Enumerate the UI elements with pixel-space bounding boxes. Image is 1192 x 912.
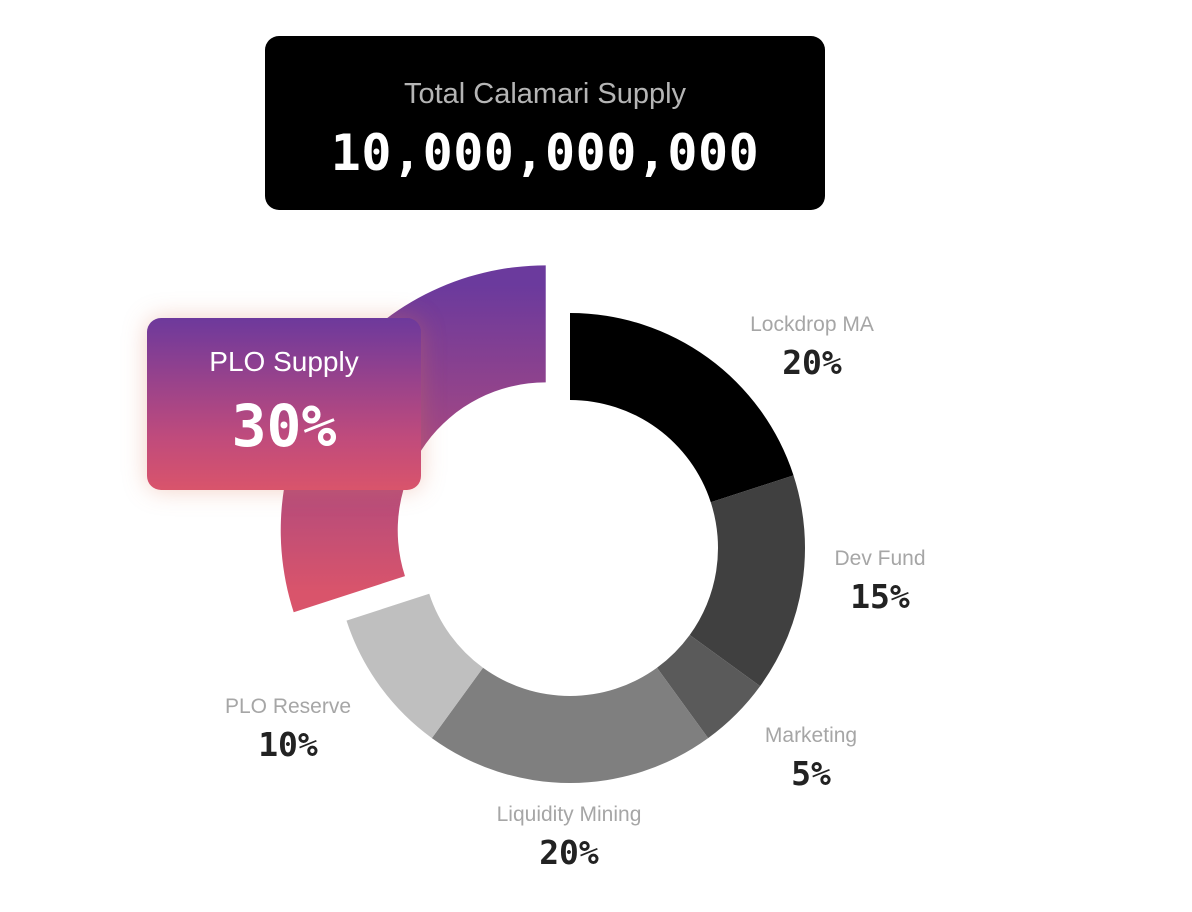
label-dev-fund-name: Dev Fund xyxy=(834,547,926,570)
slice-dev-fund xyxy=(689,475,805,687)
label-liquidity-mining-value: 20% xyxy=(539,833,599,872)
label-marketing-name: Marketing xyxy=(764,724,858,747)
label-plo-reserve-value: 10% xyxy=(258,725,318,764)
label-liquidity-mining: Liquidity Mining 20% xyxy=(459,803,679,872)
total-supply-title: Total Calamari Supply xyxy=(403,78,687,110)
slice-marketing xyxy=(656,634,761,739)
label-liquidity-mining-name: Liquidity Mining xyxy=(496,803,642,826)
label-plo-reserve: PLO Reserve 10% xyxy=(178,695,398,764)
label-dev-fund: Dev Fund 15% xyxy=(770,547,990,616)
label-marketing-value: 5% xyxy=(791,754,831,793)
label-dev-fund-value: 15% xyxy=(850,577,910,616)
label-lockdrop-ma-name: Lockdrop MA xyxy=(750,313,874,336)
plo-supply-value: 30% xyxy=(231,392,337,460)
label-lockdrop-ma-value: 20% xyxy=(782,343,842,382)
plo-supply-name: PLO Supply xyxy=(209,346,359,377)
total-supply-value: 10,000,000,000 xyxy=(330,124,760,182)
label-marketing: Marketing 5% xyxy=(701,724,921,793)
total-supply-card: Total Calamari Supply 10,000,000,000 xyxy=(265,36,825,210)
slice-lockdrop-ma xyxy=(570,313,794,503)
label-lockdrop-ma: Lockdrop MA 20% xyxy=(702,313,922,382)
slice-liquidity-mining xyxy=(431,667,709,783)
label-plo-reserve-name: PLO Reserve xyxy=(224,695,352,718)
plo-supply-callout: PLO Supply 30% xyxy=(147,318,421,490)
slice-plo-reserve xyxy=(346,593,484,739)
